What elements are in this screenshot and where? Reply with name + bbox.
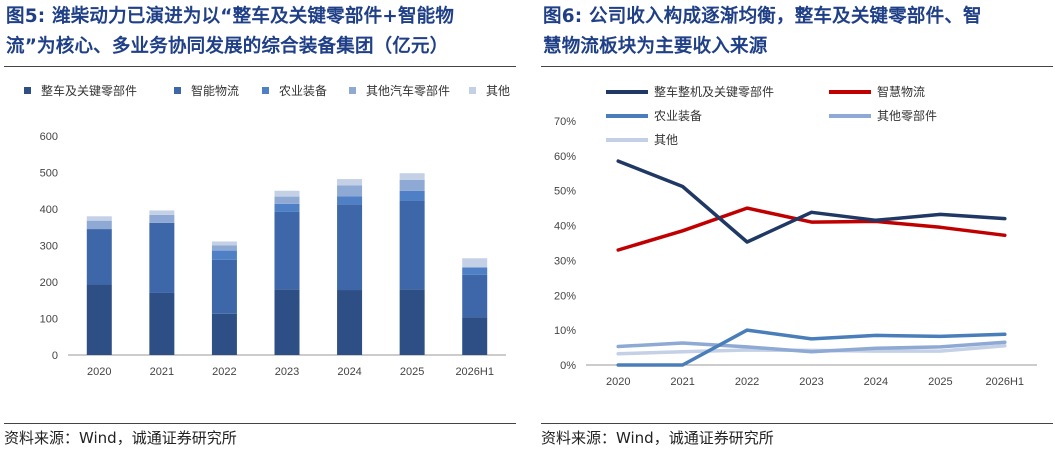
bar-segment	[86, 220, 112, 230]
legend-label-2: 智能物流	[191, 83, 239, 98]
bar-segment	[274, 196, 300, 204]
bar-segment	[149, 210, 175, 215]
right-title-line-1: 图6: 公司收入构成逐渐均衡，整车及关键零部件、智	[543, 6, 982, 27]
x-tick-label: 2020	[606, 376, 630, 388]
y-tick-label: 400	[40, 204, 58, 216]
bar-segment	[211, 241, 237, 246]
x-tick-label: 2020	[87, 366, 111, 378]
series-line-1	[616, 159, 1007, 244]
legend-label-2: 智慧物流	[877, 84, 925, 99]
x-tick-label: 2022	[735, 376, 759, 388]
legend-label-3: 农业装备	[279, 84, 327, 98]
y-tick-label: 0%	[560, 360, 576, 372]
bar-segment	[274, 289, 300, 355]
stacked-bar-chart: 整车及关键零部件 智能物流 农业装备 其他汽车零部件 其他 0 100 200 300 400 50…	[24, 83, 510, 378]
bar-segment	[211, 259, 237, 314]
bar-segment	[399, 200, 425, 290]
x-tick-label: 2026H1	[986, 376, 1025, 388]
legend-swatch-1	[24, 87, 31, 94]
bar-segment	[399, 179, 425, 191]
legend-label-4: 其他零部件	[877, 108, 937, 123]
left-title-line-1: 图5: 潍柴动力已演进为以“整车及关键零部件+智能物	[6, 6, 455, 27]
x-tick-label: 2024	[337, 366, 361, 378]
legend-label-4: 其他汽车零部件	[366, 83, 450, 98]
bar-segment	[86, 216, 112, 221]
y-tick-label: 100	[40, 314, 58, 326]
bar-segment	[399, 173, 425, 180]
x-tick-label: 2025	[400, 366, 424, 378]
bar-segment	[399, 190, 425, 201]
x-tick-label: 2023	[799, 376, 823, 388]
bar-segment	[399, 289, 425, 355]
bar-segment	[211, 250, 237, 260]
legend-swatch-4	[349, 87, 356, 94]
y-tick-label: 300	[40, 241, 58, 253]
series-line-2	[616, 206, 1007, 252]
y-tick-label: 30%	[554, 255, 576, 267]
bar-segment	[86, 284, 112, 355]
legend-swatch-2	[174, 87, 181, 94]
x-tick-label: 2025	[928, 376, 952, 388]
y-tick-label: 500	[40, 168, 58, 180]
bar-segment	[462, 274, 488, 318]
y-tick-label: 70%	[554, 116, 576, 128]
right-figure-title: 图6: 公司收入构成逐渐均衡，整车及关键零部件、智 慧物流板块为主要收入来源	[543, 2, 1055, 62]
bar-segment	[274, 203, 300, 212]
bar-segment	[149, 292, 175, 355]
left-title-rule	[4, 66, 516, 67]
right-source-note: 资料来源：Wind，诚通证券研究所	[541, 429, 774, 447]
y-tick-label: 40%	[554, 221, 576, 233]
bar-segment	[337, 179, 363, 186]
bar-segment	[274, 190, 300, 197]
x-tick-label: 2026H1	[455, 366, 494, 378]
x-tick-label: 2024	[864, 376, 888, 388]
bar-segment	[211, 245, 237, 251]
bar-segment	[149, 222, 175, 293]
bar-segment	[462, 317, 488, 355]
series-line-4	[616, 340, 1007, 354]
y-tick-label: 600	[40, 131, 58, 143]
right-figure-panel: 图6: 公司收入构成逐渐均衡，整车及关键零部件、智 慧物流板块为主要收入来源 整…	[541, 0, 1055, 454]
y-tick-label: 10%	[554, 325, 576, 337]
right-bottom-rule	[541, 423, 1053, 424]
left-figure-title: 图5: 潍柴动力已演进为以“整车及关键零部件+智能物 流”为核心、多业务协同发展…	[6, 2, 518, 62]
bar-segment	[337, 204, 363, 291]
bar-segment	[337, 196, 363, 205]
left-source-note: 资料来源：Wind，诚通证券研究所	[4, 429, 237, 447]
legend-label-3: 农业装备	[654, 109, 702, 123]
bar-segment	[274, 211, 300, 290]
bar-segment	[337, 185, 363, 197]
bar-segment	[337, 290, 363, 355]
right-title-rule	[541, 66, 1053, 67]
legend-swatch-5	[469, 87, 476, 94]
legend-label-1: 整车整机及关键零部件	[654, 84, 774, 99]
legend-swatch-3	[262, 87, 269, 94]
x-tick-label: 2022	[212, 366, 236, 378]
bar-segment	[462, 267, 488, 275]
legend-label-5: 其他	[486, 84, 510, 98]
x-tick-label: 2021	[670, 376, 694, 388]
x-tick-label: 2023	[275, 366, 299, 378]
legend-label-5: 其他	[654, 133, 678, 147]
y-tick-label: 20%	[554, 290, 576, 302]
bar-segment	[86, 229, 112, 285]
right-title-line-2: 慧物流板块为主要收入来源	[543, 36, 768, 57]
left-title-line-2: 流”为核心、多业务协同发展的综合装备集团（亿元）	[6, 36, 449, 57]
x-tick-label: 2021	[150, 366, 174, 378]
bar-segment	[211, 313, 237, 355]
y-tick-label: 60%	[554, 151, 576, 163]
y-tick-label: 0	[52, 350, 58, 362]
left-figure-panel: 图5: 潍柴动力已演进为以“整车及关键零部件+智能物 流”为核心、多业务协同发展…	[4, 0, 518, 454]
bar-segment	[462, 258, 488, 268]
y-tick-label: 50%	[554, 186, 576, 198]
left-bottom-rule	[4, 423, 516, 424]
bar-segment	[149, 214, 175, 223]
legend-label-1: 整车及关键零部件	[41, 83, 137, 98]
y-tick-label: 200	[40, 277, 58, 289]
series-line-3	[616, 328, 1007, 367]
